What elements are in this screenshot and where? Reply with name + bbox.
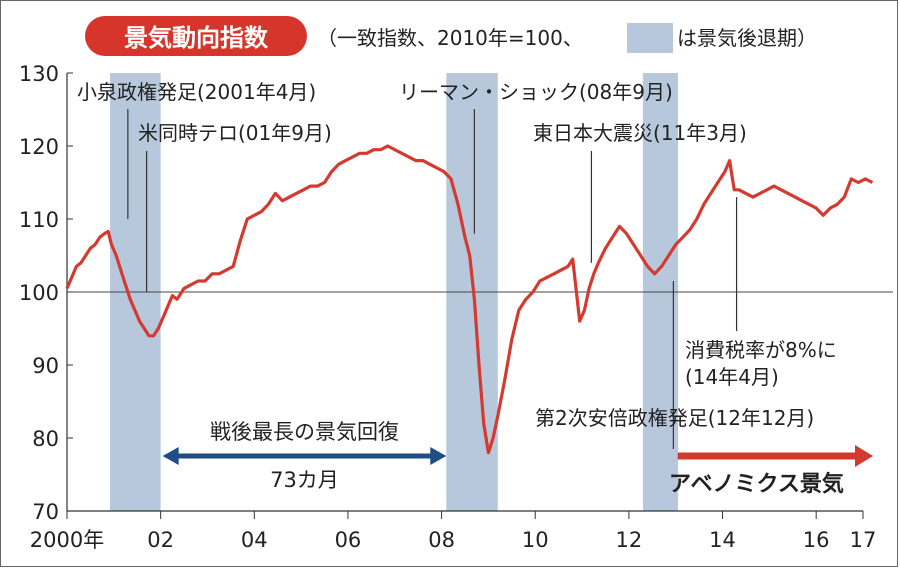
y-tick-label: 100 bbox=[19, 281, 59, 305]
boom-arrow-left-head bbox=[162, 447, 179, 465]
y-tick-label: 90 bbox=[32, 354, 59, 378]
annotation-label: 小泉政権発足(2001年4月) bbox=[77, 80, 316, 104]
x-tick-label: 17 bbox=[850, 528, 877, 552]
abenomics-arrow-label: アベノミクス景気 bbox=[669, 471, 844, 497]
x-tick-label: 04 bbox=[241, 528, 268, 552]
annotation-label: 米同時テロ(01年9月) bbox=[138, 121, 332, 145]
abenomics-arrow-head bbox=[855, 445, 873, 467]
boom-arrow-label-top: 戦後最長の景気回復 bbox=[210, 420, 399, 444]
annotation-label: 東日本大震災(11年3月) bbox=[533, 121, 747, 145]
y-tick-label: 80 bbox=[32, 427, 59, 451]
x-tick-label: 02 bbox=[147, 528, 174, 552]
annotation-label-line2: (14年4月) bbox=[685, 365, 779, 389]
annotation-label: 消費税率が8%に bbox=[685, 338, 837, 362]
x-tick-label: 2000年 bbox=[30, 528, 104, 552]
subtitle-part-1: （一致指数、2010年=100、 bbox=[317, 26, 583, 50]
boom-arrow-right-head bbox=[430, 447, 447, 465]
chart-title: 景気動向指数 bbox=[124, 24, 269, 52]
x-tick-label: 16 bbox=[803, 528, 830, 552]
x-tick-label: 06 bbox=[335, 528, 362, 552]
x-tick-label: 14 bbox=[709, 528, 736, 552]
annotation-label: リーマン・ショック(08年9月) bbox=[399, 80, 673, 104]
y-tick-label: 110 bbox=[19, 208, 59, 232]
legend-recession-swatch bbox=[627, 23, 673, 53]
x-tick-label: 12 bbox=[616, 528, 643, 552]
y-tick-label: 70 bbox=[32, 500, 59, 524]
title-badge bbox=[85, 16, 307, 56]
x-tick-label: 08 bbox=[428, 528, 455, 552]
y-tick-label: 130 bbox=[19, 62, 59, 86]
subtitle-part-2: は景気後退期） bbox=[677, 26, 817, 50]
index-line-series bbox=[65, 144, 874, 455]
boom-arrow-label-bottom: 73カ月 bbox=[270, 468, 339, 492]
annotation-label: 第2次安倍政権発足(12年12月) bbox=[535, 406, 814, 430]
x-tick-label: 10 bbox=[522, 528, 549, 552]
y-tick-label: 120 bbox=[19, 135, 59, 159]
